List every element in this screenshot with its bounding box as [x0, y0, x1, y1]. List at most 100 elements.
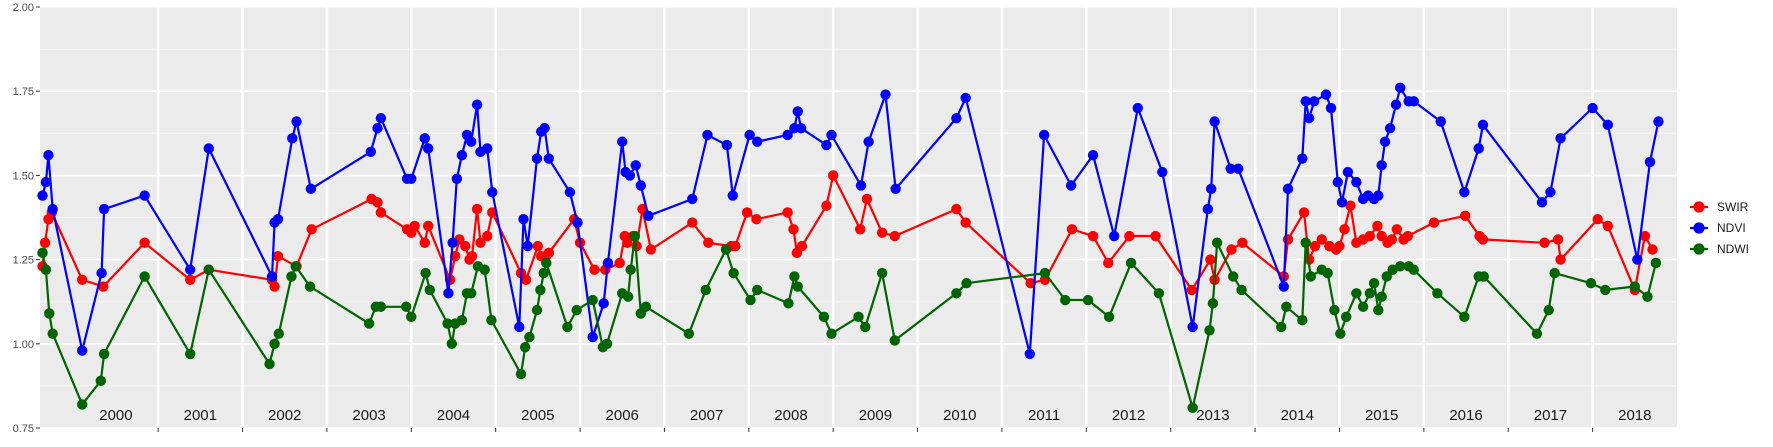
- ndvi-data-point: [643, 210, 654, 222]
- ndwi-data-point: [1305, 271, 1316, 282]
- ndwi-data-point: [1650, 257, 1662, 269]
- ndvi-data-point: [1653, 116, 1664, 127]
- legend-label-swir: SWIR: [1717, 200, 1749, 214]
- ndwi-data-point: [683, 328, 695, 339]
- ndvi-data-point: [960, 92, 971, 104]
- y-tick-label: 0.75: [13, 423, 34, 435]
- ndvi-data-point: [1373, 190, 1384, 201]
- ndvi-data-point: [40, 176, 52, 188]
- ndvi-data-point: [1587, 102, 1598, 114]
- swir-data-point: [1103, 257, 1114, 269]
- ndvi-data-point: [863, 136, 874, 147]
- ndvi-data-point: [826, 129, 837, 141]
- ndvi-data-point: [1297, 153, 1308, 164]
- swir-data-point: [409, 220, 420, 232]
- ndwi-data-point: [524, 331, 535, 343]
- year-label: 2007: [690, 407, 723, 424]
- ndwi-data-point: [401, 301, 412, 312]
- ndwi-data-point: [1381, 271, 1392, 282]
- ndwi-data-point: [1600, 284, 1611, 296]
- ndwi-data-point: [876, 267, 888, 279]
- swir-data-point: [622, 237, 633, 248]
- swir-data-point: [1205, 254, 1216, 265]
- ndwi-data-point: [1549, 267, 1560, 279]
- ndvi-data-point: [1202, 203, 1214, 215]
- swir-data-point: [1186, 284, 1198, 296]
- ndwi-data-point: [442, 318, 453, 329]
- ndvi-data-point: [1351, 176, 1362, 188]
- ndwi-data-point: [1341, 311, 1352, 323]
- ndwi-data-point: [720, 244, 732, 255]
- ndwi-series-line: [41, 234, 1657, 409]
- year-label: 2016: [1449, 407, 1482, 424]
- ndvi-data-point: [1024, 348, 1035, 360]
- ndvi-data-point: [1087, 149, 1099, 161]
- swir-data-point: [1391, 224, 1403, 235]
- ndvi-data-point: [266, 271, 278, 282]
- ndwi-data-point: [446, 338, 457, 349]
- legend-label-ndvi: NDVI: [1717, 221, 1746, 235]
- ndwi-data-point: [826, 328, 837, 339]
- ndvi-data-point: [795, 123, 807, 134]
- ndwi-data-point: [783, 298, 794, 309]
- ndwi-data-point: [1395, 261, 1406, 272]
- legend-key-swir: [1693, 201, 1705, 213]
- ndwi-data-point: [562, 321, 573, 333]
- ndwi-data-point: [889, 335, 900, 346]
- ndvi-data-point: [1336, 197, 1348, 208]
- ndvi-data-point: [1390, 99, 1402, 110]
- ndvi-data-point: [1278, 281, 1289, 292]
- ndvi-data-point: [1209, 116, 1220, 127]
- swir-data-point: [375, 207, 387, 218]
- ndvi-data-point: [482, 143, 493, 154]
- ndvi-data-point: [744, 129, 755, 141]
- ndwi-data-point: [44, 308, 55, 319]
- ndwi-data-point: [363, 318, 375, 329]
- ndvi-data-point: [1225, 163, 1236, 174]
- swir-data-point: [889, 230, 900, 242]
- ndvi-data-point: [471, 99, 483, 110]
- swir-data-point: [532, 240, 544, 252]
- ndwi-data-point: [853, 311, 864, 323]
- year-label: 2009: [859, 407, 892, 424]
- ndwi-data-point: [531, 304, 543, 316]
- ndwi-data-point: [1408, 264, 1419, 275]
- swir-data-point: [1402, 230, 1414, 242]
- swir-data-point: [827, 170, 839, 181]
- swir-data-point: [139, 237, 150, 248]
- ndwi-data-point: [1297, 315, 1308, 326]
- swir-data-point: [788, 224, 799, 235]
- swir-data-point: [1477, 234, 1489, 245]
- ndwi-data-point: [640, 301, 652, 312]
- ndvi-data-point: [1187, 321, 1198, 333]
- year-label: 2006: [606, 407, 639, 424]
- ndwi-data-point: [420, 267, 431, 279]
- ndwi-data-point: [1322, 267, 1333, 279]
- ndvi-data-point: [406, 173, 417, 184]
- y-tick-label: 1.75: [13, 86, 34, 98]
- swir-data-point: [589, 264, 600, 275]
- ndvi-data-point: [630, 160, 641, 171]
- ndwi-data-point: [700, 284, 711, 296]
- ndwi-data-point: [304, 281, 316, 292]
- ndvi-data-point: [37, 190, 48, 201]
- ndvi-data-point: [1320, 89, 1332, 100]
- ndvi-data-point: [456, 149, 468, 161]
- ndvi-data-point: [752, 136, 763, 147]
- ndvi-data-point: [1384, 123, 1396, 134]
- ndvi-data-point: [1282, 183, 1294, 195]
- ndwi-data-point: [1478, 271, 1489, 282]
- swir-data-point: [76, 274, 88, 286]
- ndvi-data-point: [890, 183, 901, 195]
- ndwi-data-point: [479, 264, 490, 275]
- ndwi-data-point: [587, 294, 598, 306]
- ndvi-data-point: [372, 123, 383, 134]
- year-label: 2004: [437, 407, 470, 424]
- ndwi-data-point: [728, 267, 739, 279]
- ndwi-data-point: [629, 230, 641, 242]
- ndwi-data-point: [37, 247, 48, 259]
- swir-data-point: [645, 244, 657, 255]
- ndvi-data-point: [727, 190, 738, 201]
- y-tick-label: 1.50: [13, 170, 34, 182]
- swir-data-point: [1639, 230, 1651, 242]
